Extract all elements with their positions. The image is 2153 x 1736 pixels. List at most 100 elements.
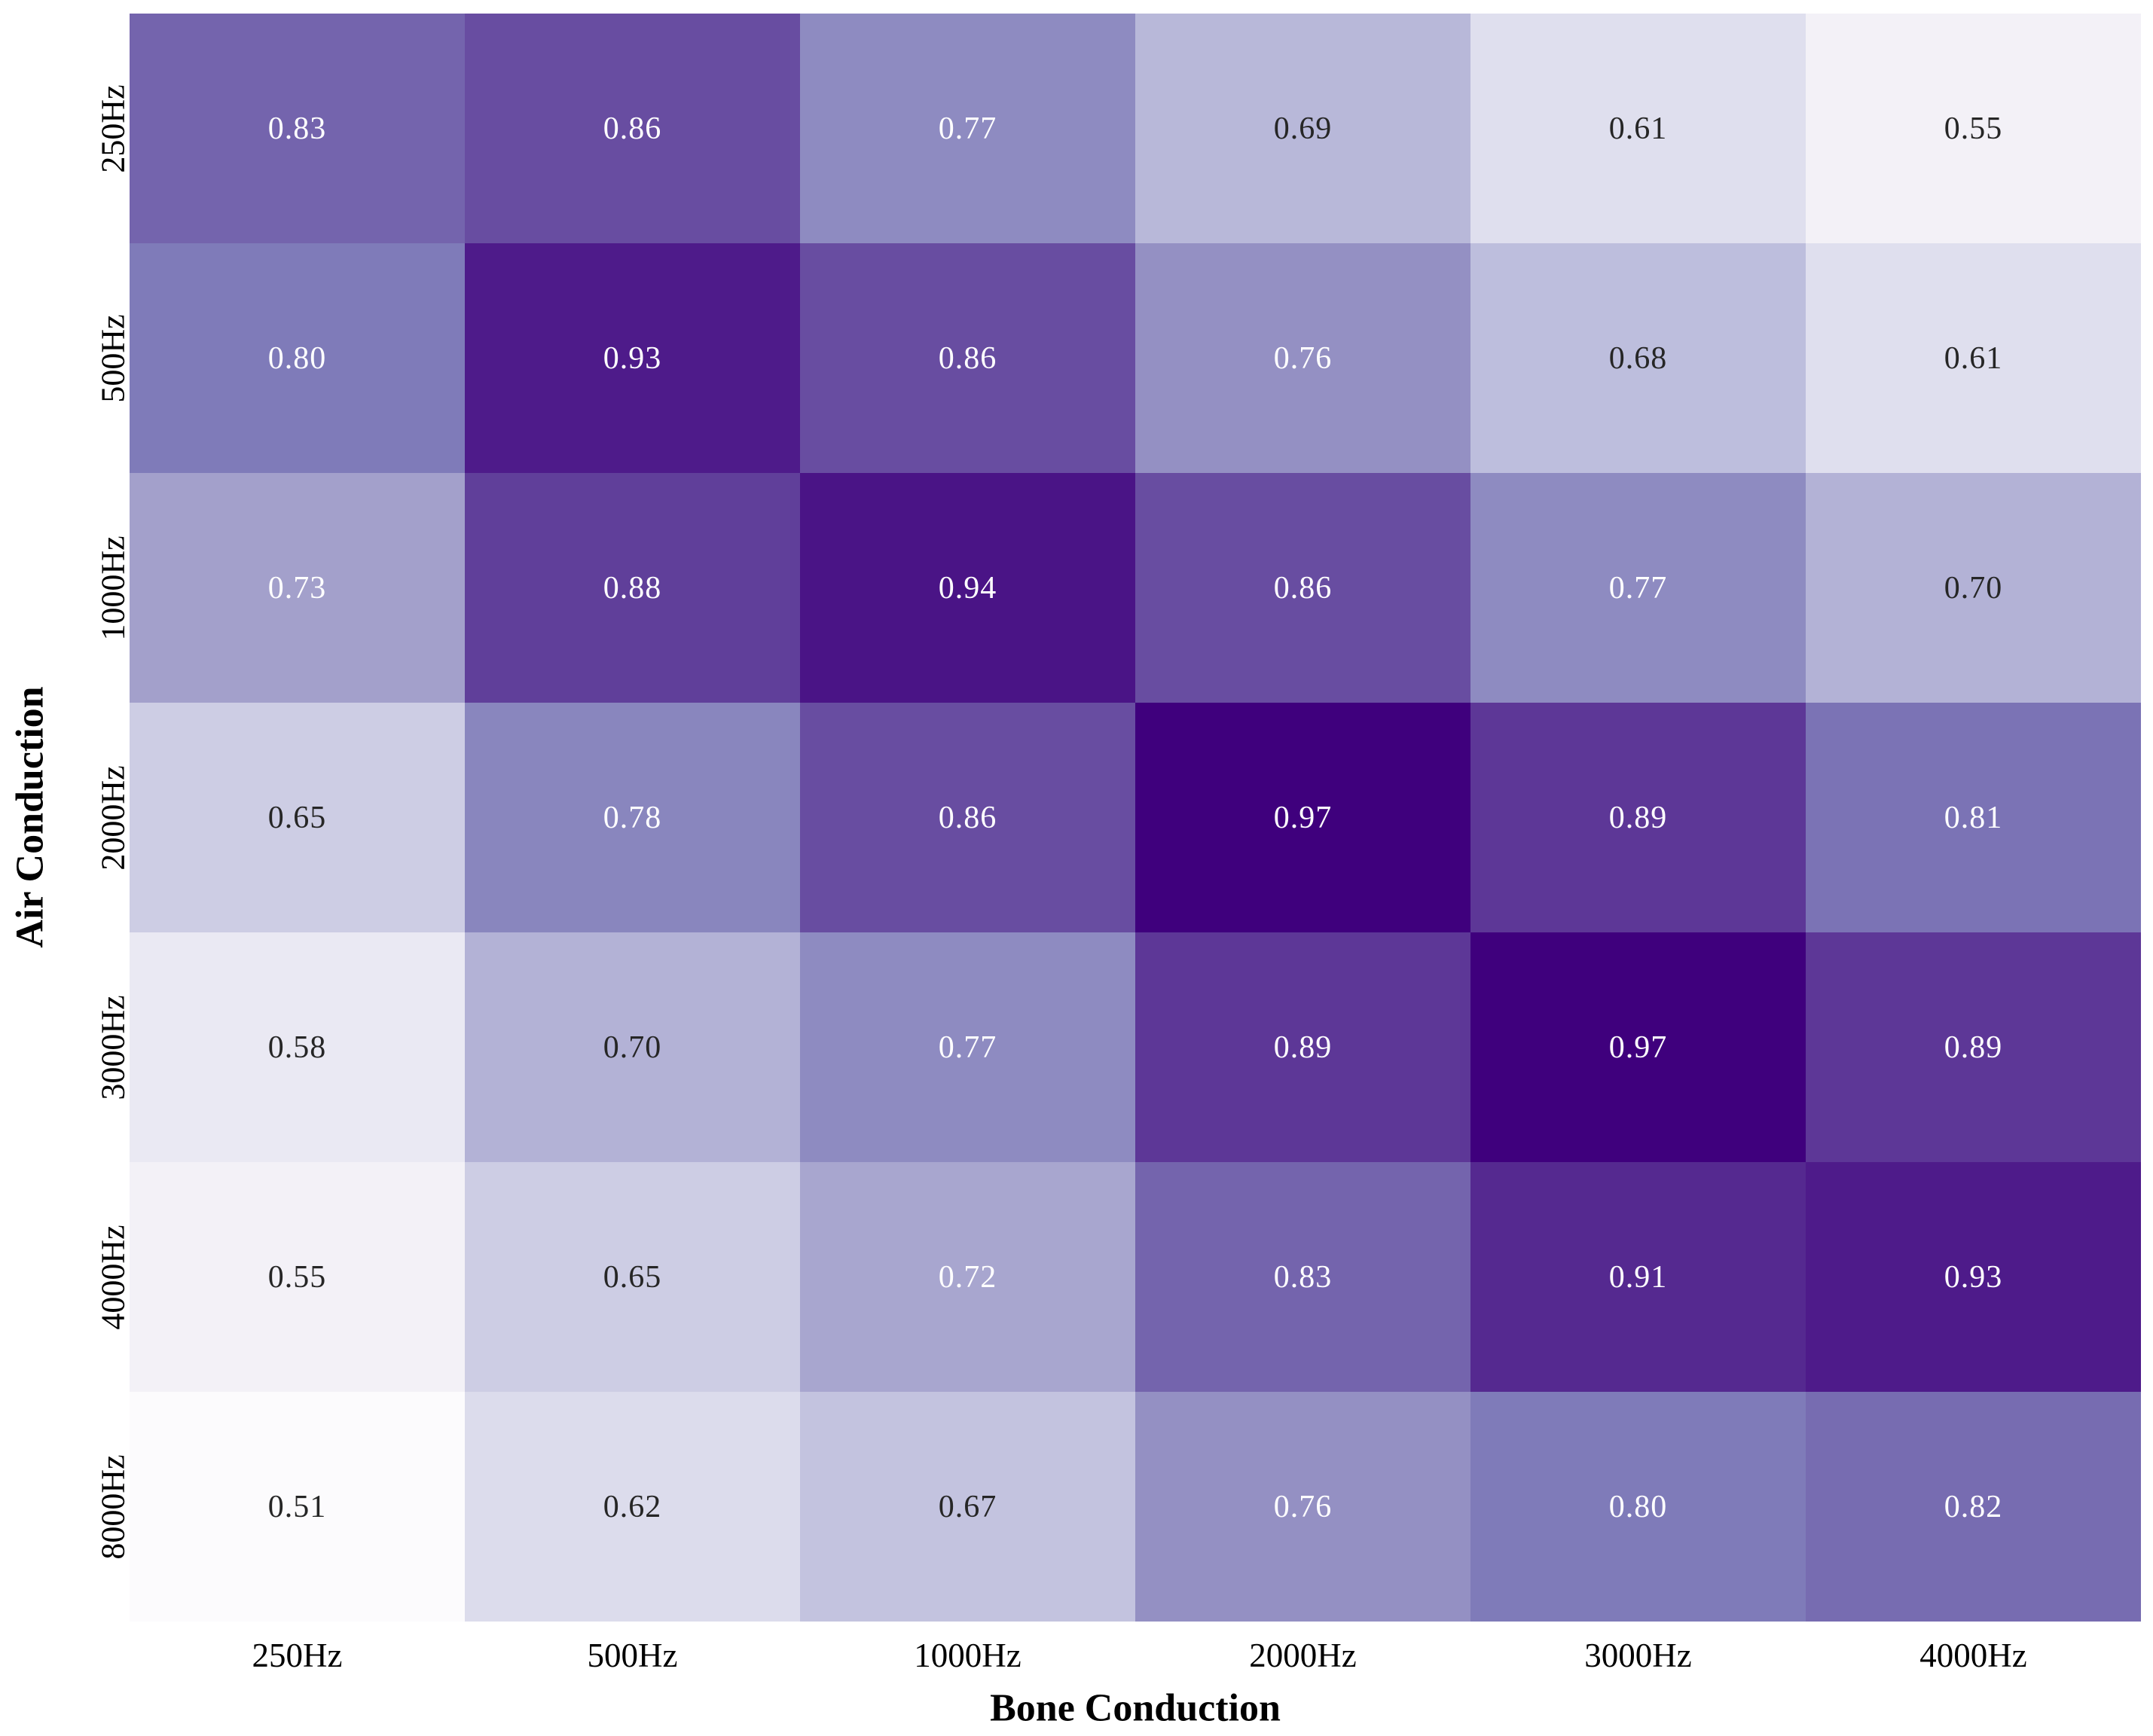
heatmap-cell: 0.89 — [1806, 932, 2141, 1162]
heatmap-cell: 0.61 — [1470, 14, 1806, 243]
heatmap-cell: 0.81 — [1806, 703, 2141, 932]
cell-value: 0.93 — [1944, 1259, 2003, 1295]
cell-value: 0.61 — [1944, 340, 2003, 376]
heatmap-cell: 0.61 — [1806, 243, 2141, 473]
heatmap-cell: 0.70 — [1806, 473, 2141, 703]
cell-value: 0.70 — [603, 1030, 662, 1065]
y-tick-label: 3000Hz — [94, 994, 132, 1100]
cell-value: 0.82 — [1944, 1489, 2003, 1524]
cell-value: 0.91 — [1608, 1259, 1668, 1295]
cell-value: 0.83 — [267, 111, 327, 146]
cell-value: 0.65 — [267, 800, 327, 835]
cell-value: 0.80 — [1608, 1489, 1668, 1524]
cell-value: 0.83 — [1273, 1259, 1333, 1295]
heatmap-cell: 0.82 — [1806, 1392, 2141, 1622]
cell-value: 0.97 — [1273, 800, 1333, 835]
cell-value: 0.76 — [1273, 1489, 1333, 1524]
cell-value: 0.78 — [603, 800, 662, 835]
heatmap-cell: 0.89 — [1135, 932, 1470, 1162]
heatmap-cell: 0.83 — [1135, 1162, 1470, 1392]
cell-value: 0.86 — [1273, 570, 1333, 606]
cell-value: 0.70 — [1944, 570, 2003, 606]
heatmap-cell: 0.72 — [800, 1162, 1135, 1392]
cell-value: 0.76 — [1273, 340, 1333, 376]
heatmap-grid: 0.83 0.86 0.77 0.69 0.61 0.55 0.80 0.93 0.86 0.76… — [130, 14, 2141, 1622]
heatmap-cell: 0.86 — [465, 14, 800, 243]
heatmap-cell: 0.55 — [1806, 14, 2141, 243]
y-tick-label: 250Hz — [94, 84, 132, 173]
cell-value: 0.61 — [1608, 111, 1668, 146]
cell-value: 0.89 — [1273, 1030, 1333, 1065]
heatmap-cell: 0.76 — [1135, 243, 1470, 473]
heatmap-cell: 0.65 — [130, 703, 465, 932]
cell-value: 0.86 — [938, 340, 997, 376]
cell-value: 0.89 — [1944, 1030, 2003, 1065]
cell-value: 0.80 — [267, 340, 327, 376]
heatmap-cell: 0.80 — [1470, 1392, 1806, 1622]
heatmap-cell: 0.55 — [130, 1162, 465, 1392]
heatmap-cell: 0.73 — [130, 473, 465, 703]
cell-value: 0.65 — [603, 1259, 662, 1295]
heatmap-cell: 0.68 — [1470, 243, 1806, 473]
heatmap-cell: 0.97 — [1470, 932, 1806, 1162]
heatmap-cell: 0.77 — [800, 932, 1135, 1162]
x-tick-label: 3000Hz — [1584, 1637, 1692, 1674]
x-tick-label: 500Hz — [587, 1637, 678, 1674]
cell-value: 0.89 — [1608, 800, 1668, 835]
cell-value: 0.58 — [267, 1030, 327, 1065]
cell-value: 0.62 — [603, 1489, 662, 1524]
heatmap-cell: 0.97 — [1135, 703, 1470, 932]
cell-value: 0.86 — [938, 800, 997, 835]
cell-value: 0.93 — [603, 340, 662, 376]
cell-value: 0.69 — [1273, 111, 1333, 146]
heatmap-cell: 0.93 — [1806, 1162, 2141, 1392]
heatmap-cell: 0.86 — [1135, 473, 1470, 703]
heatmap-cell: 0.80 — [130, 243, 465, 473]
cell-value: 0.51 — [267, 1489, 327, 1524]
heatmap-cell: 0.65 — [465, 1162, 800, 1392]
cell-value: 0.72 — [938, 1259, 997, 1295]
x-tick-label: 4000Hz — [1919, 1637, 2027, 1674]
cell-value: 0.81 — [1944, 800, 2003, 835]
x-tick-label: 1000Hz — [914, 1637, 1022, 1674]
cell-value: 0.55 — [1944, 111, 2003, 146]
heatmap-cell: 0.76 — [1135, 1392, 1470, 1622]
heatmap-cell: 0.86 — [800, 243, 1135, 473]
cell-value: 0.88 — [603, 570, 662, 606]
heatmap-cell: 0.69 — [1135, 14, 1470, 243]
cell-value: 0.77 — [938, 111, 997, 146]
heatmap-cell: 0.51 — [130, 1392, 465, 1622]
y-tick-label: 8000Hz — [94, 1454, 132, 1560]
cell-value: 0.67 — [938, 1489, 997, 1524]
heatmap-cell: 0.77 — [800, 14, 1135, 243]
x-tick-label: 250Hz — [252, 1637, 343, 1674]
x-axis-title: Bone Conduction — [990, 1686, 1281, 1730]
y-tick-label: 500Hz — [94, 313, 132, 403]
cell-value: 0.68 — [1608, 340, 1668, 376]
y-tick-label: 1000Hz — [94, 535, 132, 641]
heatmap-cell: 0.70 — [465, 932, 800, 1162]
heatmap-cell: 0.62 — [465, 1392, 800, 1622]
heatmap-cell: 0.89 — [1470, 703, 1806, 932]
y-tick-label: 2000Hz — [94, 764, 132, 871]
cell-value: 0.97 — [1608, 1030, 1668, 1065]
cell-value: 0.55 — [267, 1259, 327, 1295]
cell-value: 0.94 — [938, 570, 997, 606]
heatmap-cell: 0.83 — [130, 14, 465, 243]
y-axis-title: Air Conduction — [8, 686, 52, 948]
heatmap-cell: 0.94 — [800, 473, 1135, 703]
heatmap-cell: 0.86 — [800, 703, 1135, 932]
cell-value: 0.86 — [603, 111, 662, 146]
heatmap-cell: 0.91 — [1470, 1162, 1806, 1392]
heatmap-cell: 0.67 — [800, 1392, 1135, 1622]
heatmap-cell: 0.77 — [1470, 473, 1806, 703]
heatmap-cell: 0.58 — [130, 932, 465, 1162]
cell-value: 0.77 — [1608, 570, 1668, 606]
x-tick-label: 2000Hz — [1249, 1637, 1357, 1674]
heatmap-cell: 0.93 — [465, 243, 800, 473]
heatmap-cell: 0.78 — [465, 703, 800, 932]
heatmap-cell: 0.88 — [465, 473, 800, 703]
y-tick-label: 4000Hz — [94, 1224, 132, 1330]
cell-value: 0.77 — [938, 1030, 997, 1065]
